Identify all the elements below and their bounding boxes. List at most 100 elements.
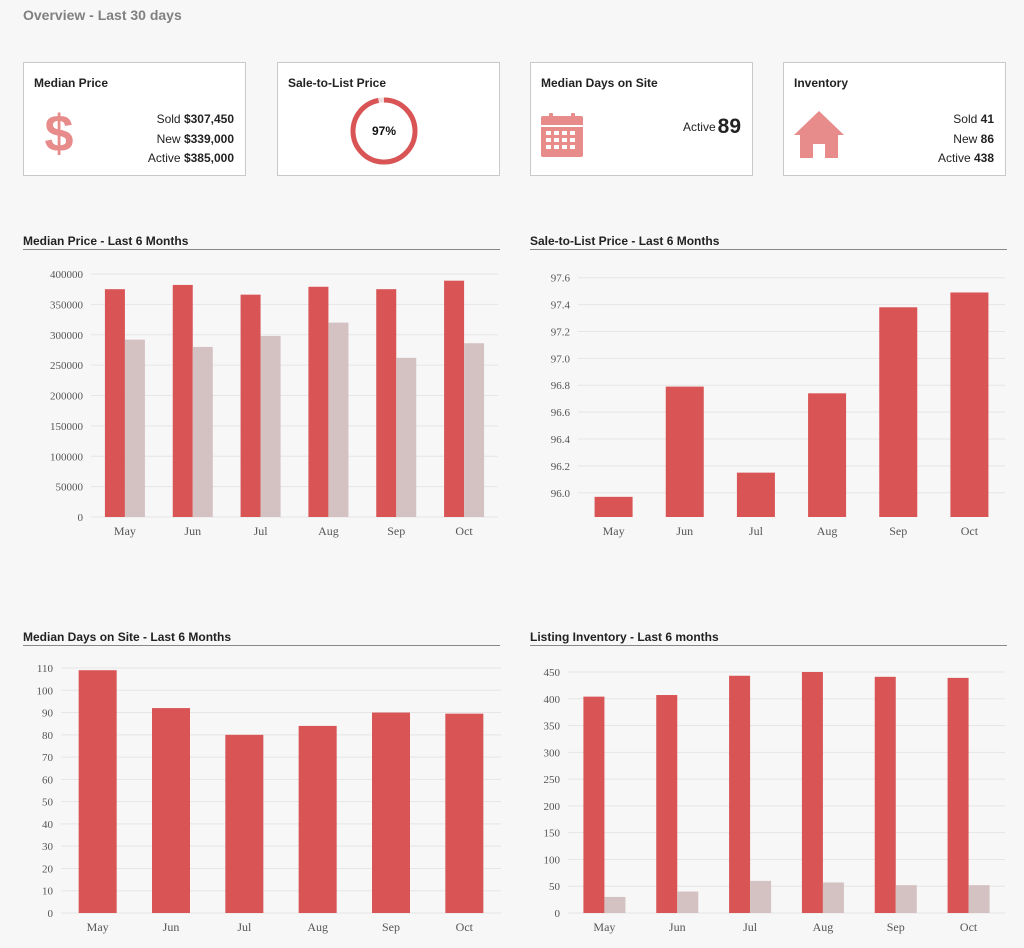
x-tick-label: Jun bbox=[669, 920, 686, 934]
y-tick-label: 250 bbox=[544, 774, 561, 786]
bar bbox=[750, 880, 772, 913]
bar bbox=[78, 670, 117, 913]
bar bbox=[152, 708, 190, 913]
y-tick-label: 40 bbox=[42, 819, 54, 831]
listing-inventory-chart: 0 50 100 150 200 250 300 350 400 450 May Jun Jul Aug S… bbox=[544, 667, 1005, 934]
y-tick-label: 0 bbox=[555, 908, 561, 920]
bar bbox=[308, 286, 329, 517]
bar bbox=[396, 357, 417, 517]
x-tick-label: May bbox=[593, 920, 615, 934]
y-tick-label: 50 bbox=[549, 881, 561, 893]
bar bbox=[947, 677, 969, 913]
y-tick-label: 70 bbox=[42, 752, 54, 764]
y-tick-label: 150 bbox=[544, 828, 561, 840]
median-price-card: Median Price $ Sold $307,450 New $339,00… bbox=[23, 62, 246, 176]
y-tick-label: 96.0 bbox=[551, 488, 571, 500]
sale-to-list-card: Sale-to-List Price 97% bbox=[277, 62, 500, 176]
x-tick-label: Aug bbox=[817, 524, 838, 538]
bar bbox=[879, 307, 918, 517]
bar bbox=[124, 339, 145, 517]
y-tick-label: 250000 bbox=[50, 360, 84, 372]
y-tick-label: 100 bbox=[544, 854, 561, 866]
x-tick-label: Sep bbox=[382, 920, 400, 934]
y-tick-label: 100 bbox=[37, 685, 54, 697]
y-tick-label: 97.6 bbox=[551, 273, 571, 285]
x-tick-label: Jul bbox=[743, 920, 758, 934]
bar bbox=[895, 885, 917, 913]
y-tick-label: 450 bbox=[544, 667, 561, 679]
x-tick-label: May bbox=[603, 524, 625, 538]
gauge-value: 97% bbox=[371, 124, 397, 138]
x-tick-label: Oct bbox=[456, 920, 474, 934]
y-tick-label: 60 bbox=[42, 774, 54, 786]
y-tick-label: 97.4 bbox=[551, 300, 571, 312]
y-tick-label: 97.0 bbox=[551, 353, 571, 365]
y-tick-label: 200 bbox=[544, 801, 561, 813]
bar bbox=[736, 472, 775, 517]
bar bbox=[240, 294, 261, 517]
new-stat: New $339,000 bbox=[156, 131, 234, 146]
x-tick-label: Jun bbox=[676, 524, 693, 538]
chart-divider bbox=[530, 645, 1007, 646]
y-tick-label: 350000 bbox=[50, 299, 84, 311]
y-tick-label: 300 bbox=[544, 747, 561, 759]
bar bbox=[192, 346, 213, 517]
bar bbox=[822, 882, 844, 913]
x-tick-label: Oct bbox=[455, 524, 473, 538]
bar bbox=[372, 712, 410, 913]
y-tick-label: 10 bbox=[42, 886, 54, 898]
bar bbox=[808, 393, 847, 517]
x-tick-label: Sep bbox=[887, 920, 905, 934]
inventory-card: Inventory Sold 41 New 86 Active 438 bbox=[783, 62, 1006, 176]
x-tick-label: May bbox=[87, 920, 109, 934]
chart-title: Median Days on Site - Last 6 Months bbox=[23, 630, 232, 644]
dollar-icon: $ bbox=[45, 107, 74, 157]
x-tick-label: May bbox=[114, 524, 136, 538]
y-tick-label: 100000 bbox=[50, 451, 84, 463]
y-tick-label: 97.2 bbox=[551, 326, 570, 338]
card-title: Inventory bbox=[794, 76, 849, 90]
x-tick-label: Jul bbox=[254, 524, 269, 538]
x-tick-label: Oct bbox=[960, 920, 978, 934]
bar bbox=[604, 896, 626, 913]
bar bbox=[656, 695, 678, 913]
page-title: Overview - Last 30 days bbox=[23, 7, 182, 23]
bar bbox=[445, 713, 484, 913]
y-tick-label: 96.2 bbox=[551, 461, 570, 473]
bar bbox=[801, 672, 823, 913]
bar bbox=[376, 289, 397, 517]
inventory-stats: Sold 41 New 86 Active 438 bbox=[938, 110, 994, 169]
y-tick-label: 200000 bbox=[50, 391, 84, 403]
y-tick-label: 80 bbox=[42, 730, 54, 742]
bar bbox=[260, 335, 281, 517]
y-tick-label: 20 bbox=[42, 863, 54, 875]
active-stat: Active89 bbox=[682, 115, 741, 138]
chart-divider bbox=[23, 249, 500, 250]
bar bbox=[968, 885, 990, 913]
days-on-site-card: Median Days on Site Active89 bbox=[530, 62, 753, 176]
chart-title: Median Price - Last 6 Months bbox=[23, 234, 189, 248]
bar bbox=[729, 675, 751, 913]
bar bbox=[950, 292, 989, 517]
sale-to-list-gauge bbox=[350, 97, 418, 165]
sold-stat: Sold $307,450 bbox=[156, 112, 234, 126]
y-tick-label: 350 bbox=[544, 721, 561, 733]
x-tick-label: Oct bbox=[961, 524, 979, 538]
calendar-icon bbox=[541, 113, 583, 157]
y-tick-label: 0 bbox=[78, 512, 84, 524]
x-tick-label: Aug bbox=[318, 524, 339, 538]
sold-stat: Sold 41 bbox=[953, 112, 994, 126]
x-tick-label: Jul bbox=[749, 524, 764, 538]
bar bbox=[464, 343, 485, 517]
bar bbox=[665, 386, 704, 517]
bar bbox=[298, 725, 337, 913]
x-tick-label: Sep bbox=[387, 524, 405, 538]
y-tick-label: 96.8 bbox=[551, 380, 571, 392]
bar bbox=[594, 496, 633, 517]
bar bbox=[225, 734, 264, 913]
y-tick-label: 0 bbox=[48, 908, 54, 920]
x-tick-label: Jun bbox=[184, 524, 201, 538]
card-title: Sale-to-List Price bbox=[288, 76, 387, 90]
days-on-site-chart: 0 10 20 30 40 50 60 70 80 90 100 110 May Jun Jul Aug Sep… bbox=[37, 663, 501, 934]
chart-title: Listing Inventory - Last 6 months bbox=[530, 630, 719, 644]
